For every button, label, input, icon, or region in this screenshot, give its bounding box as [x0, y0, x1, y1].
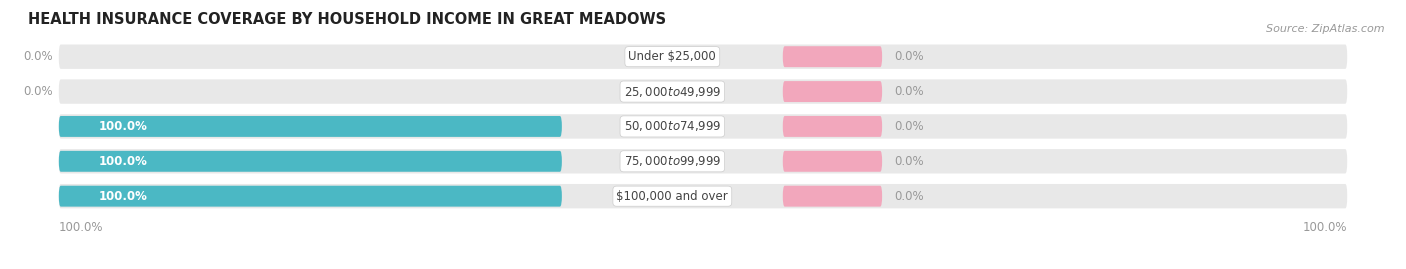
Text: 100.0%: 100.0%	[1303, 221, 1347, 233]
Text: $100,000 and over: $100,000 and over	[616, 190, 728, 203]
FancyBboxPatch shape	[783, 116, 882, 137]
FancyBboxPatch shape	[59, 44, 1347, 69]
Text: Under $25,000: Under $25,000	[628, 50, 716, 63]
FancyBboxPatch shape	[59, 116, 562, 137]
Text: $50,000 to $74,999: $50,000 to $74,999	[624, 119, 721, 133]
Text: 100.0%: 100.0%	[59, 221, 103, 233]
FancyBboxPatch shape	[59, 79, 1347, 104]
Text: 0.0%: 0.0%	[894, 85, 924, 98]
FancyBboxPatch shape	[59, 151, 562, 172]
FancyBboxPatch shape	[59, 186, 562, 207]
FancyBboxPatch shape	[59, 184, 1347, 208]
Text: 100.0%: 100.0%	[98, 155, 148, 168]
Text: $25,000 to $49,999: $25,000 to $49,999	[624, 84, 721, 98]
Text: 0.0%: 0.0%	[894, 155, 924, 168]
FancyBboxPatch shape	[783, 186, 882, 207]
Text: 0.0%: 0.0%	[894, 190, 924, 203]
FancyBboxPatch shape	[783, 151, 882, 172]
FancyBboxPatch shape	[783, 81, 882, 102]
Text: 100.0%: 100.0%	[98, 190, 148, 203]
Text: $75,000 to $99,999: $75,000 to $99,999	[624, 154, 721, 168]
FancyBboxPatch shape	[59, 114, 1347, 139]
Text: 0.0%: 0.0%	[894, 120, 924, 133]
Text: 0.0%: 0.0%	[894, 50, 924, 63]
Text: 0.0%: 0.0%	[22, 50, 52, 63]
Text: Source: ZipAtlas.com: Source: ZipAtlas.com	[1267, 24, 1385, 34]
Text: HEALTH INSURANCE COVERAGE BY HOUSEHOLD INCOME IN GREAT MEADOWS: HEALTH INSURANCE COVERAGE BY HOUSEHOLD I…	[28, 12, 666, 27]
FancyBboxPatch shape	[59, 149, 1347, 174]
Text: 100.0%: 100.0%	[98, 120, 148, 133]
FancyBboxPatch shape	[783, 46, 882, 67]
Text: 0.0%: 0.0%	[22, 85, 52, 98]
